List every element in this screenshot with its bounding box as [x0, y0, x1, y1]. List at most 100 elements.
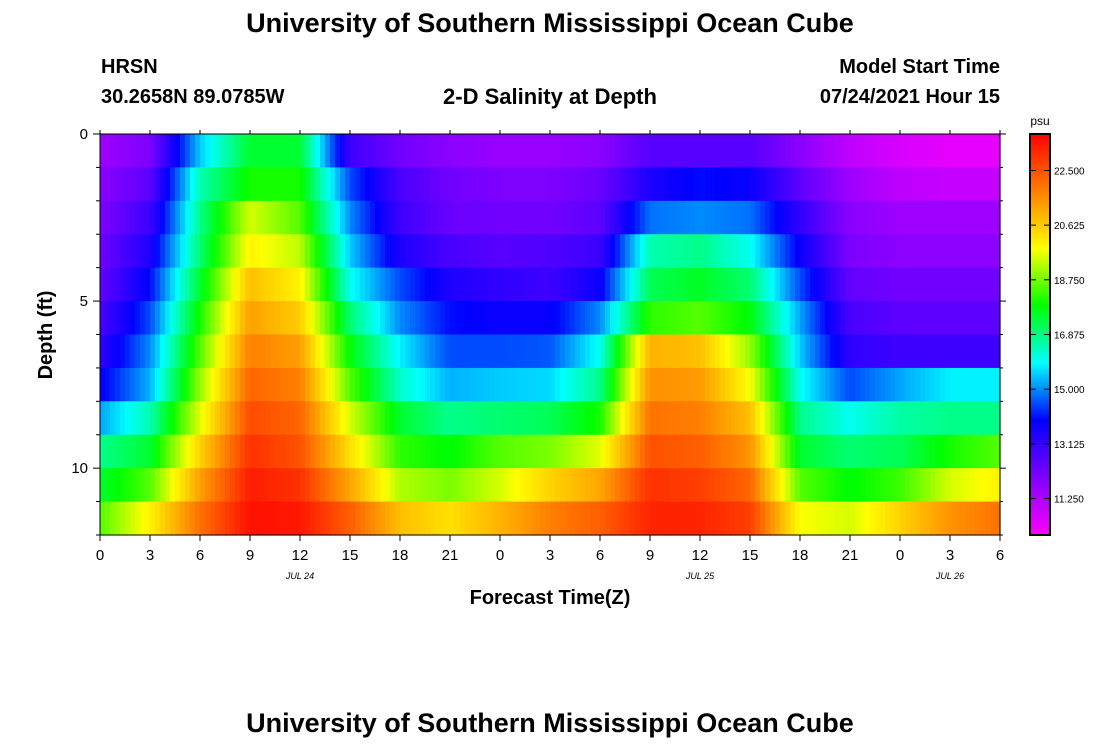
heatmap-cell	[265, 367, 271, 402]
heatmap-cell	[200, 334, 206, 369]
heatmap-cell	[315, 501, 321, 536]
heatmap-cell	[510, 134, 516, 169]
heatmap-cell	[900, 234, 906, 269]
heatmap-cell	[700, 167, 706, 202]
heatmap-cell	[515, 334, 521, 369]
heatmap-cell	[225, 401, 231, 436]
heatmap-cell	[540, 434, 546, 469]
heatmap-cell	[640, 334, 646, 369]
heatmap-cell	[355, 301, 361, 336]
x-tick-label: 3	[146, 547, 154, 564]
heatmap-cell	[950, 267, 956, 302]
heatmap-cell	[320, 367, 326, 402]
heatmap-cell	[810, 167, 816, 202]
heatmap-cell	[155, 434, 161, 469]
heatmap-cell	[760, 434, 766, 469]
heatmap-cell	[700, 468, 706, 503]
heatmap-cell	[705, 434, 711, 469]
heatmap-cell	[470, 267, 476, 302]
heatmap-cell	[320, 334, 326, 369]
heatmap-cell	[700, 200, 706, 235]
heatmap-cell	[760, 334, 766, 369]
heatmap-cell	[675, 167, 681, 202]
heatmap-cell	[285, 434, 291, 469]
heatmap-cell	[185, 167, 191, 202]
heatmap-cell	[680, 334, 686, 369]
heatmap-cell	[180, 468, 186, 503]
heatmap-cell	[725, 134, 731, 169]
heatmap-cell	[825, 167, 831, 202]
heatmap-cell	[390, 234, 396, 269]
heatmap-cell	[150, 134, 156, 169]
heatmap-cell	[230, 200, 236, 235]
heatmap-cell	[485, 167, 491, 202]
heatmap-cell	[900, 267, 906, 302]
heatmap-cell	[280, 334, 286, 369]
heatmap-cell	[350, 501, 356, 536]
heatmap-cell	[325, 367, 331, 402]
heatmap-cell	[225, 234, 231, 269]
heatmap-cell	[710, 301, 716, 336]
heatmap-cell	[470, 334, 476, 369]
heatmap-cell	[750, 267, 756, 302]
heatmap-cell	[175, 501, 181, 536]
heatmap-cell	[105, 167, 111, 202]
heatmap-cell	[960, 267, 966, 302]
heatmap-cell	[465, 367, 471, 402]
heatmap-cell	[580, 367, 586, 402]
heatmap-cell	[440, 234, 446, 269]
heatmap-cell	[755, 367, 761, 402]
heatmap-cell	[505, 301, 511, 336]
heatmap-cell	[995, 134, 1001, 169]
heatmap-cell	[135, 468, 141, 503]
heatmap-cell	[300, 334, 306, 369]
heatmap-cell	[835, 301, 841, 336]
heatmap-cell	[270, 434, 276, 469]
heatmap-cell	[575, 401, 581, 436]
heatmap-cell	[900, 134, 906, 169]
heatmap-cell	[745, 301, 751, 336]
heatmap-cell	[980, 234, 986, 269]
heatmap-cell	[645, 501, 651, 536]
heatmap-cell	[255, 200, 261, 235]
heatmap-cell	[655, 434, 661, 469]
model-start-label: Model Start Time	[839, 56, 1000, 78]
heatmap-cell	[610, 468, 616, 503]
heatmap-cell	[255, 501, 261, 536]
heatmap-cell	[320, 468, 326, 503]
heatmap-cell	[430, 234, 436, 269]
heatmap-cell	[140, 334, 146, 369]
heatmap-cell	[260, 134, 266, 169]
heatmap-cell	[135, 367, 141, 402]
heatmap-cell	[965, 267, 971, 302]
heatmap-cell	[510, 367, 516, 402]
y-axis-label: Depth (ft)	[35, 291, 57, 380]
heatmap-cell	[430, 200, 436, 235]
heatmap-cell	[500, 367, 506, 402]
heatmap-cell	[995, 234, 1001, 269]
heatmap-cell	[195, 367, 201, 402]
heatmap-cell	[450, 267, 456, 302]
heatmap-cell	[780, 334, 786, 369]
heatmap-cell	[435, 367, 441, 402]
heatmap-cell	[275, 167, 281, 202]
heatmap-cell	[665, 134, 671, 169]
heatmap-cell	[750, 301, 756, 336]
heatmap-cell	[275, 501, 281, 536]
heatmap-cell	[260, 434, 266, 469]
heatmap-cell	[210, 301, 216, 336]
heatmap-cell	[650, 167, 656, 202]
heatmap-cell	[205, 267, 211, 302]
heatmap-cell	[140, 234, 146, 269]
heatmap-cell	[590, 468, 596, 503]
heatmap-cell	[565, 301, 571, 336]
heatmap-cell	[230, 234, 236, 269]
heatmap-cell	[790, 134, 796, 169]
heatmap-cell	[680, 468, 686, 503]
heatmap-cell	[695, 434, 701, 469]
heatmap-cell	[415, 267, 421, 302]
heatmap-cell	[190, 334, 196, 369]
heatmap-cell	[810, 501, 816, 536]
heatmap-cell	[635, 468, 641, 503]
heatmap-cell	[970, 234, 976, 269]
